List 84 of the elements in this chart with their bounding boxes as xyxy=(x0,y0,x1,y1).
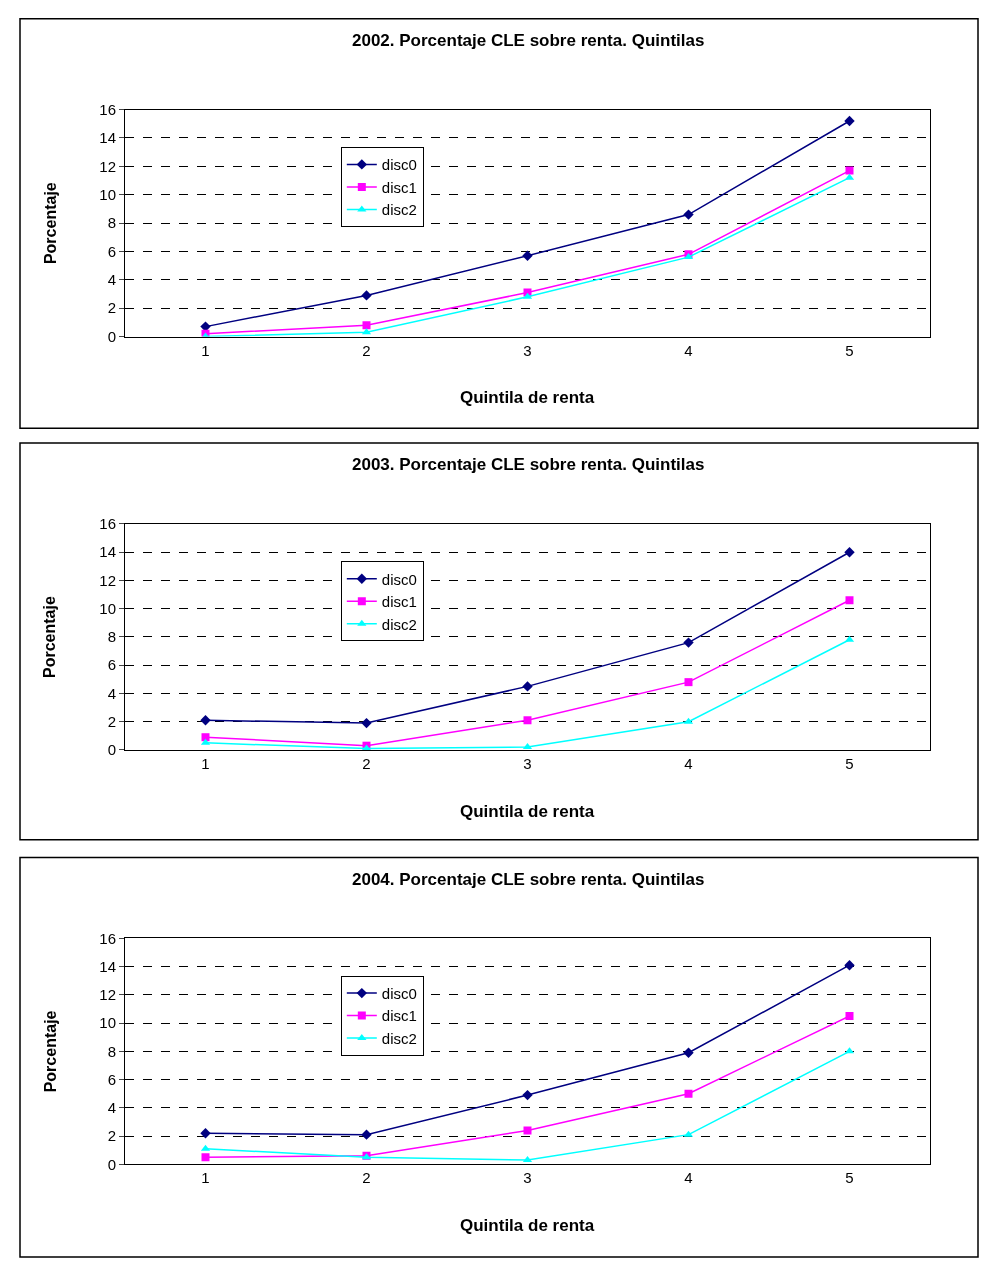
x-tick-label: 2 xyxy=(362,1169,371,1187)
chart-title: 2002. Porcentaje CLE sobre renta. Quintilas xyxy=(352,31,705,50)
y-tick-label: 10 xyxy=(99,599,116,617)
point xyxy=(201,1153,210,1162)
x-tick-label: 2 xyxy=(362,341,371,359)
point xyxy=(361,1129,372,1140)
y-tick-label: 2 xyxy=(107,299,116,317)
point xyxy=(522,681,533,692)
point xyxy=(684,678,693,687)
x-tick-label: 4 xyxy=(684,341,693,359)
x-tick-label: 1 xyxy=(201,754,210,772)
legend-label: disc1 xyxy=(381,178,417,196)
point xyxy=(361,717,372,729)
point xyxy=(844,547,855,558)
legend-label: disc0 xyxy=(381,984,417,1002)
point xyxy=(683,209,694,220)
y-tick-label: 8 xyxy=(107,1042,116,1060)
y-tick-label: 16 xyxy=(99,929,116,947)
point xyxy=(523,716,532,725)
y-tick-label: 6 xyxy=(107,656,116,674)
y-tick-label: 14 xyxy=(99,129,116,147)
point xyxy=(523,1126,532,1135)
y-tick-label: 2 xyxy=(107,712,116,730)
y-tick-label: 0 xyxy=(107,1155,116,1173)
point xyxy=(845,596,854,605)
x-tick-label: 3 xyxy=(523,1169,532,1187)
point xyxy=(522,250,533,261)
legend-label: disc0 xyxy=(381,570,417,588)
x-tick-label: 2 xyxy=(362,754,371,772)
x-tick-label: 1 xyxy=(201,1169,210,1187)
y-tick-label: 4 xyxy=(107,271,116,289)
y-tick-label: 6 xyxy=(107,1070,116,1088)
y-tick-label: 16 xyxy=(99,515,116,533)
y-tick-label: 16 xyxy=(99,100,116,118)
x-axis-title: Quintila de renta xyxy=(460,388,595,407)
legend-label: disc1 xyxy=(381,593,417,611)
point xyxy=(201,733,210,742)
y-tick-label: 12 xyxy=(99,986,116,1004)
point xyxy=(200,715,211,726)
x-tick-label: 5 xyxy=(845,341,854,359)
y-tick-label: 4 xyxy=(107,1099,116,1117)
y-tick-label: 8 xyxy=(107,214,116,232)
point xyxy=(684,1089,693,1098)
y-axis-title: Porcentaje xyxy=(41,1010,59,1093)
x-tick-label: 4 xyxy=(684,754,693,772)
chart-title: 2003. Porcentaje CLE sobre renta. Quintilas xyxy=(352,455,705,474)
x-axis-title: Quintila de renta xyxy=(460,802,595,821)
y-tick-label: 0 xyxy=(107,741,116,759)
y-tick-label: 0 xyxy=(107,327,116,345)
point xyxy=(845,166,854,175)
y-tick-label: 10 xyxy=(99,1014,116,1032)
chart-title: 2004. Porcentaje CLE sobre renta. Quintilas xyxy=(352,870,705,889)
y-tick-label: 14 xyxy=(99,957,116,975)
y-tick-label: 12 xyxy=(99,571,116,589)
x-tick-label: 5 xyxy=(845,1169,854,1187)
y-axis-title: Porcentaje xyxy=(41,182,59,265)
x-tick-label: 3 xyxy=(523,754,532,772)
point xyxy=(683,1047,694,1058)
legend-label: disc2 xyxy=(381,201,417,219)
point xyxy=(844,959,855,971)
y-tick-label: 2 xyxy=(107,1127,116,1145)
legend-label: disc2 xyxy=(381,1029,417,1047)
y-tick-label: 12 xyxy=(99,157,116,175)
y-tick-label: 4 xyxy=(107,684,116,702)
point xyxy=(844,115,855,127)
point xyxy=(845,1012,854,1021)
y-tick-label: 8 xyxy=(107,628,116,646)
x-tick-label: 4 xyxy=(684,1169,693,1187)
y-axis-title: Porcentaje xyxy=(41,596,59,678)
legend-label: disc1 xyxy=(381,1007,417,1025)
point xyxy=(362,321,371,330)
point xyxy=(522,1089,533,1101)
point xyxy=(200,1128,211,1139)
x-tick-label: 3 xyxy=(523,341,532,359)
legend-label: disc0 xyxy=(381,156,417,174)
x-tick-label: 5 xyxy=(845,754,854,772)
y-tick-label: 10 xyxy=(99,185,116,203)
point xyxy=(361,290,372,301)
point xyxy=(683,637,694,648)
legend-label: disc2 xyxy=(381,615,417,633)
y-tick-label: 14 xyxy=(99,543,116,561)
y-tick-label: 6 xyxy=(107,242,116,260)
x-tick-label: 1 xyxy=(201,341,210,359)
x-axis-title: Quintila de renta xyxy=(460,1216,595,1235)
